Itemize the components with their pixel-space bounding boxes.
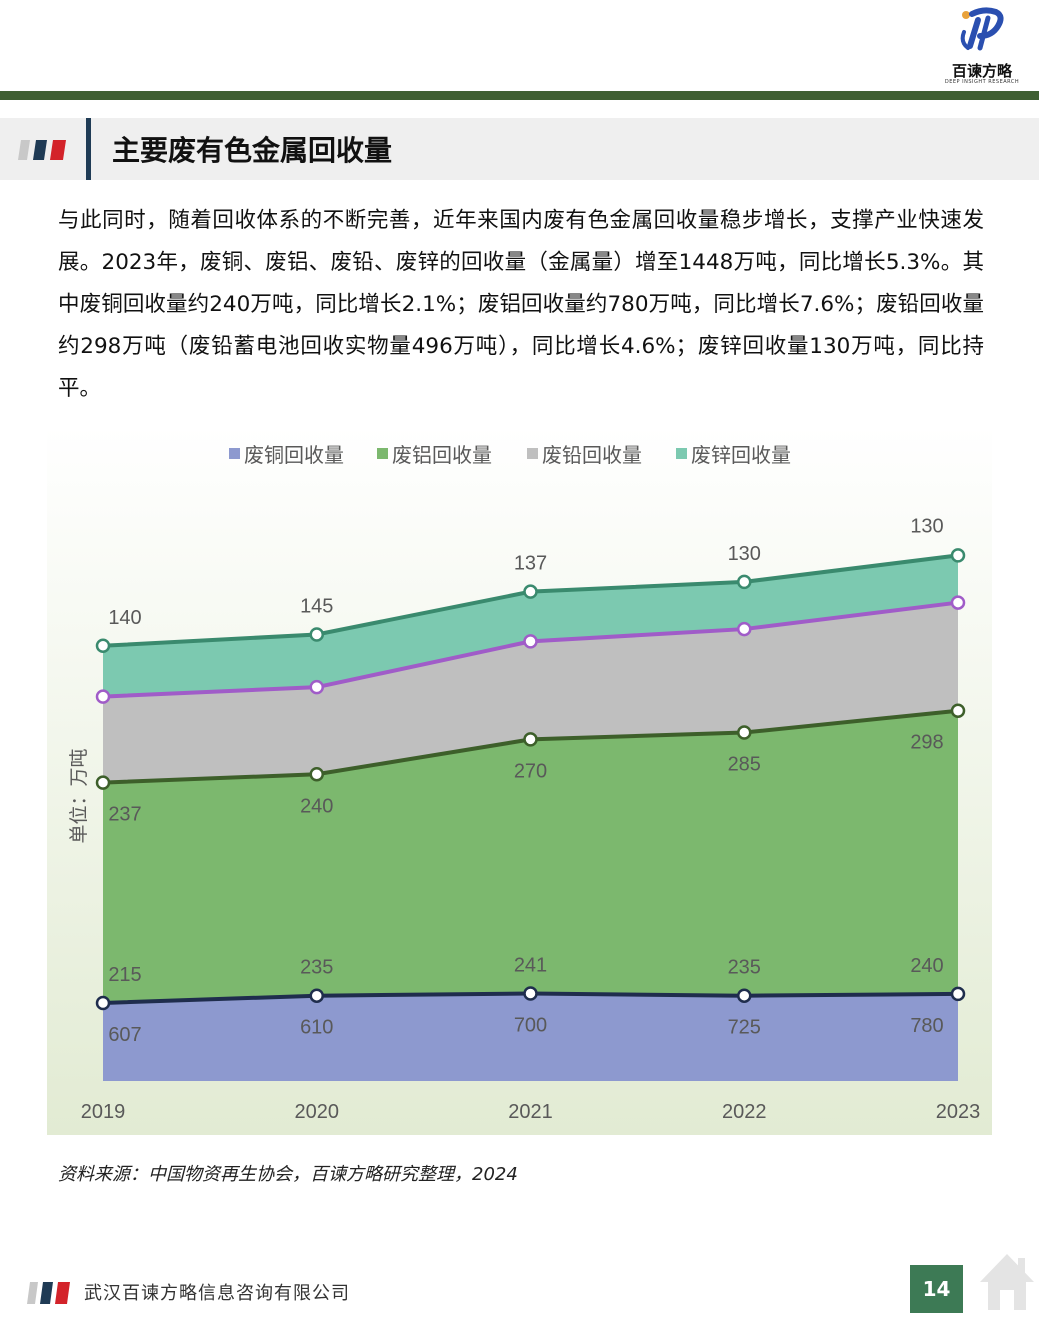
page-number: 14 — [910, 1265, 963, 1313]
data-label: 215 — [108, 964, 141, 986]
data-label: 285 — [728, 754, 761, 776]
data-label: 140 — [108, 607, 141, 629]
area-4 — [103, 555, 958, 697]
data-point — [309, 679, 324, 695]
legend-item: 废铅回收量 — [527, 444, 642, 467]
data-point — [737, 621, 752, 637]
home-icon[interactable] — [978, 1252, 1036, 1312]
data-label: 130 — [728, 543, 761, 565]
data-label: 700 — [514, 1015, 547, 1037]
legend-label: 废铜回收量 — [244, 444, 344, 467]
data-point — [309, 988, 324, 1003]
legend-label: 废锌回收量 — [691, 444, 791, 467]
data-label: 270 — [514, 760, 547, 782]
data-point — [523, 584, 538, 599]
data-point — [309, 767, 324, 782]
legend-swatch — [527, 448, 538, 459]
data-point — [737, 574, 752, 590]
header-rule — [0, 91, 1039, 100]
x-tick-label: 2020 — [295, 1101, 340, 1123]
logo-subtitle: DEEP INSIGHT RESEARCH — [944, 79, 1020, 85]
legend-swatch — [676, 448, 687, 459]
legend-label: 废铝回收量 — [392, 444, 492, 467]
stripes-icon — [18, 140, 66, 160]
title-divider — [86, 118, 91, 180]
data-point — [523, 634, 538, 649]
data-label: 137 — [514, 553, 547, 575]
legend-item: 废铜回收量 — [229, 444, 344, 467]
section-title-bar: 主要废有色金属回收量 — [0, 118, 1039, 180]
source-note: 资料来源：中国物资再生协会，百谏方略研究整理，2024 — [58, 1164, 518, 1185]
data-point — [95, 638, 111, 654]
data-label: 780 — [910, 1015, 943, 1037]
data-point — [737, 725, 752, 740]
data-label: 145 — [300, 596, 333, 618]
area-1 — [103, 993, 958, 1081]
data-label: 235 — [300, 957, 333, 979]
data-label: 235 — [728, 957, 761, 979]
logo-mark-icon — [960, 7, 1004, 51]
x-tick-label: 2021 — [508, 1101, 553, 1123]
data-point — [309, 627, 324, 642]
data-label: 240 — [300, 795, 333, 817]
data-label: 298 — [910, 732, 943, 754]
data-point — [950, 548, 966, 563]
footer-stripes-icon — [27, 1282, 70, 1304]
x-tick-label: 2022 — [722, 1101, 767, 1123]
data-point — [950, 703, 966, 718]
chart-svg: 215 235 241 235 240 607 610 700 725 780 237 240 270 2… — [47, 426, 992, 1135]
data-point — [95, 995, 111, 1011]
data-point — [523, 986, 538, 1001]
data-point — [523, 732, 538, 747]
area-3 — [103, 602, 958, 783]
legend-item: 废锌回收量 — [676, 444, 791, 467]
data-label: 237 — [108, 804, 141, 826]
logo-name: 百谏方略 — [951, 62, 1012, 80]
body-paragraph: 与此同时，随着回收体系的不断完善，近年来国内废有色金属回收量稳步增长，支撑产业快… — [58, 208, 984, 401]
footer-company: 武汉百谏方略信息咨询有限公司 — [84, 1283, 350, 1304]
data-label: 725 — [728, 1017, 761, 1039]
legend-label: 废铅回收量 — [542, 444, 642, 467]
data-label: 607 — [108, 1024, 141, 1046]
stacked-area-chart: 215 235 241 235 240 607 610 700 725 780 237 240 270 2… — [47, 426, 992, 1135]
data-label: 241 — [514, 955, 547, 977]
data-point — [95, 689, 111, 704]
data-point — [737, 988, 752, 1003]
data-point — [95, 775, 111, 790]
data-label: 610 — [300, 1017, 333, 1039]
data-point — [950, 595, 966, 610]
page-title: 主要废有色金属回收量 — [112, 134, 393, 167]
data-label: 240 — [910, 955, 943, 977]
x-tick-label: 2019 — [81, 1101, 126, 1123]
x-tick-label: 2023 — [936, 1101, 981, 1123]
area-2 — [103, 710, 958, 1003]
data-point — [950, 986, 966, 1002]
legend-swatch — [229, 448, 240, 459]
y-axis-label: 单位：万吨 — [68, 748, 90, 843]
legend-item: 废铝回收量 — [377, 444, 492, 467]
legend-swatch — [377, 448, 388, 459]
brand-logo: 百谏方略 DEEP INSIGHT RESEARCH — [938, 6, 1028, 86]
data-label: 130 — [910, 515, 943, 537]
